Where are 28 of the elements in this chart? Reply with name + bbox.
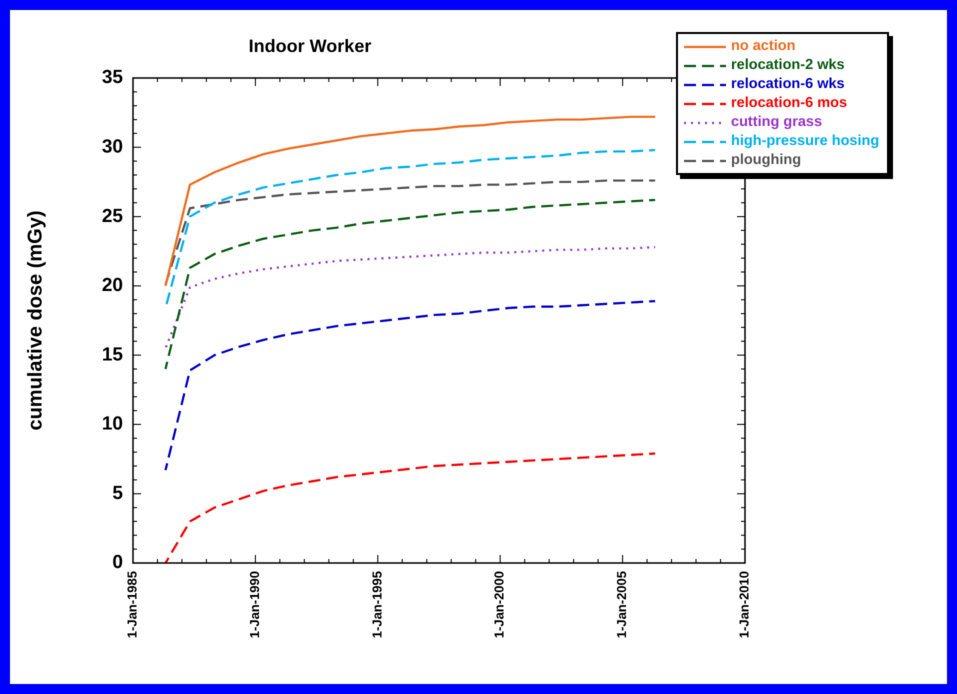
y-tick-label: 0 [112,552,123,574]
legend-label: relocation-6 wks [731,75,845,94]
x-tick-label: 1-Jan-1990 [246,571,262,638]
line-series [164,246,656,350]
line-series [164,179,656,286]
y-tick-label: 30 [102,136,123,158]
y-tick-label: 15 [102,344,124,366]
x-tick-label: 1-Jan-1985 [124,571,140,638]
y-tick-label: 20 [102,275,123,296]
legend-label: ploughing [731,151,802,170]
line-series [164,198,656,370]
y-tick-label: 5 [112,482,124,504]
y-axis-title: cumulative dose (mGy) [24,210,47,431]
line-series [164,452,656,563]
x-tick-label: 1-Jan-1995 [369,571,384,638]
x-tick-label: 1-Jan-2000 [492,571,507,638]
legend-label: high-pressure hosing [731,132,880,151]
y-tick-label: 10 [102,414,123,435]
y-tick-label: 25 [102,206,124,227]
legend-label: no action [731,37,796,56]
y-tick-label: 35 [102,67,124,88]
legend-label: relocation-6 mos [731,94,848,113]
legend-label: cutting grass [731,113,822,132]
legend-label: relocation-2 wks [731,56,845,75]
line-series [164,300,656,472]
chart-title: Indoor Worker [248,36,372,57]
x-tick-label: 1-Jan-2005 [614,571,630,638]
x-tick-label: 1-Jan-2010 [736,571,752,638]
